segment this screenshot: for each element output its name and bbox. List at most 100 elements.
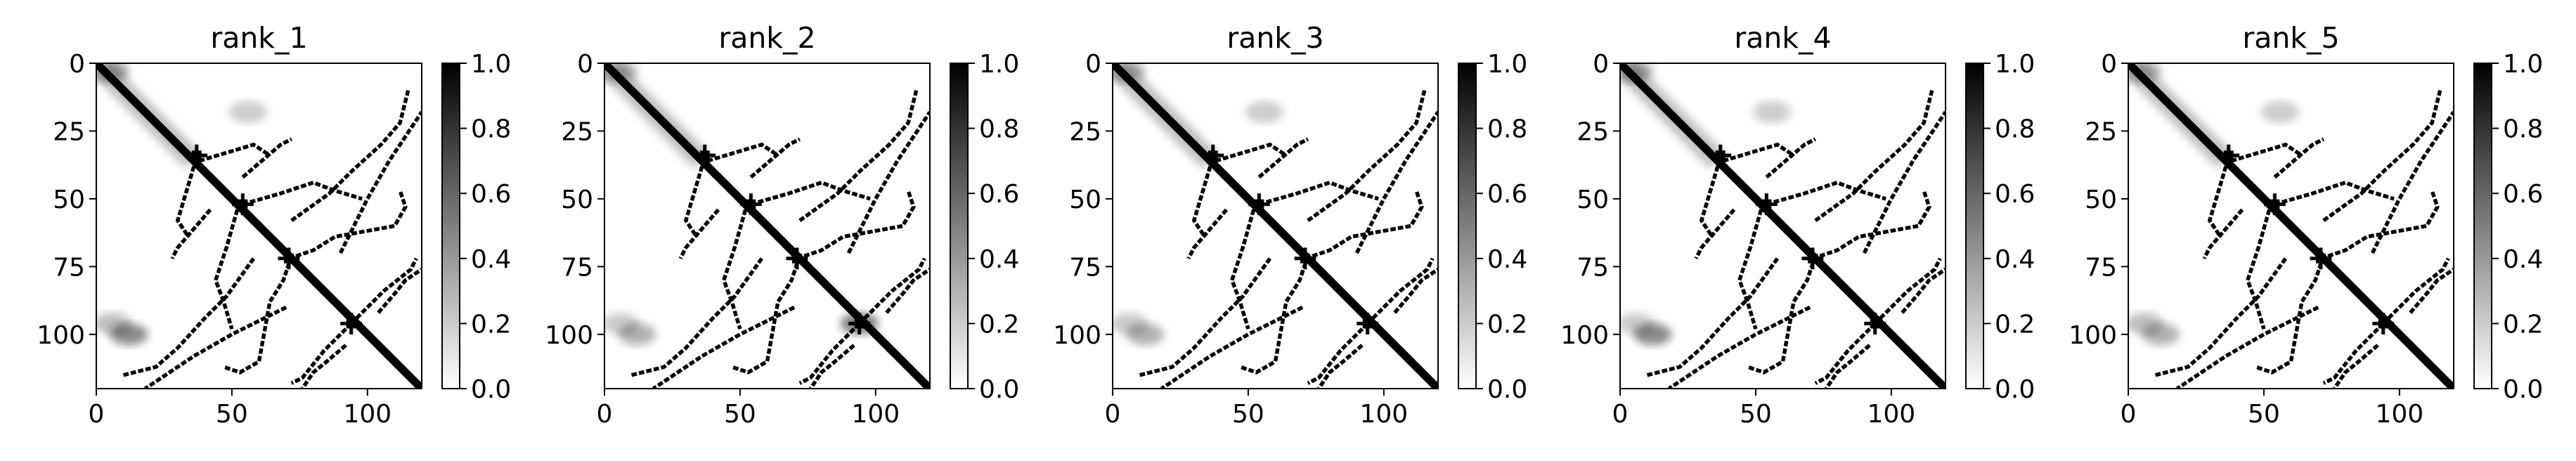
heatmap-cells bbox=[1620, 63, 1946, 389]
heatmap-noise-patch bbox=[618, 323, 656, 346]
contact-arm-mirror bbox=[798, 316, 867, 385]
axes-frame bbox=[1619, 63, 1946, 389]
y-tick-label: 100 bbox=[1053, 321, 1101, 350]
contact-arm-mirror bbox=[1814, 89, 1934, 222]
diagonal-line bbox=[2128, 63, 2454, 389]
colorbar-tick-label: 0.4 bbox=[1995, 245, 2035, 274]
colorbar-tick-label: 0.6 bbox=[471, 180, 511, 209]
contact-arm bbox=[857, 257, 926, 325]
x-tick-label: 50 bbox=[724, 400, 756, 429]
contact-arm bbox=[2230, 142, 2303, 163]
contact-arm-mirror bbox=[1307, 89, 1427, 222]
contact-arm-mirror bbox=[1257, 137, 1309, 179]
contact-arm bbox=[288, 190, 408, 261]
colorbar-tick-label: 0.2 bbox=[1995, 310, 2035, 339]
panels-group: rank_1 0 50 100 0 25 50 75 100 0.0 0.2 0.4 0.6 0.8 1.0… bbox=[37, 21, 2543, 429]
crossing-block bbox=[283, 253, 294, 264]
colorbar-tick-label: 0.4 bbox=[1487, 245, 1527, 274]
y-tick-label: 25 bbox=[1069, 117, 1101, 146]
colorbar bbox=[2473, 63, 2492, 389]
panel-title: rank_2 bbox=[718, 21, 815, 55]
y-tick-label: 25 bbox=[561, 117, 593, 146]
colorbar-tick-label: 1.0 bbox=[1487, 50, 1527, 79]
colorbar bbox=[441, 63, 460, 389]
contact-arm-mirror bbox=[798, 89, 919, 222]
colorbar-tick-label: 0.4 bbox=[979, 245, 1019, 274]
crossing-block bbox=[854, 318, 865, 329]
contact-arm bbox=[1258, 180, 1379, 207]
contact-arm bbox=[1160, 305, 1304, 389]
contact-arm-mirror bbox=[1229, 209, 1256, 330]
diagonal-line bbox=[1113, 63, 1438, 389]
contact-arm bbox=[300, 344, 347, 389]
contact-arm-mirror bbox=[213, 209, 240, 330]
colorbar bbox=[1458, 63, 1477, 389]
x-tick-label: 0 bbox=[1105, 400, 1121, 429]
x-tick-label: 0 bbox=[1612, 400, 1629, 429]
contact-arm bbox=[198, 142, 271, 163]
contact-arm-mirror bbox=[2409, 267, 2454, 314]
x-tick-label: 50 bbox=[2248, 400, 2280, 429]
contact-arm bbox=[349, 257, 418, 325]
y-tick-label: 0 bbox=[2101, 50, 2117, 79]
contact-arm bbox=[122, 257, 255, 377]
colorbar bbox=[1965, 63, 1984, 389]
y-tick-label: 25 bbox=[53, 117, 85, 146]
contact-arm-mirror bbox=[885, 267, 930, 314]
contact-arm bbox=[1316, 344, 1364, 389]
crossing-block bbox=[699, 150, 710, 161]
contact-arm-mirror bbox=[1239, 255, 1310, 375]
heatmap-panel-1: rank_1 0 50 100 0 25 50 75 100 0.0 0.2 0.4 0.6 0.8 1.0 bbox=[37, 21, 511, 429]
heatmap-cells bbox=[604, 63, 930, 389]
contact-arm-mirror bbox=[1814, 316, 1882, 385]
contact-arm-mirror bbox=[1307, 316, 1375, 385]
y-tick-label: 0 bbox=[1593, 50, 1609, 79]
heatmap-cells bbox=[96, 63, 422, 389]
panel-title: rank_3 bbox=[1226, 21, 1323, 55]
colorbar-tick-label: 0.2 bbox=[979, 310, 1019, 339]
y-tick-label: 100 bbox=[1560, 321, 1609, 350]
crossing-block bbox=[791, 253, 802, 264]
crossing-block bbox=[1362, 318, 1373, 329]
x-tick-label: 0 bbox=[89, 400, 105, 429]
contact-arm bbox=[2274, 180, 2395, 207]
contact-arm bbox=[1722, 142, 1795, 163]
crossing-block bbox=[1761, 199, 1772, 209]
colorbar-tick-label: 1.0 bbox=[1995, 50, 2035, 79]
crossing-block bbox=[746, 199, 756, 209]
colorbar-tick-label: 0.2 bbox=[2503, 310, 2543, 339]
crossing-block bbox=[1208, 150, 1218, 161]
crossing-block bbox=[238, 199, 248, 209]
heatmap-noise-patch bbox=[1633, 323, 1672, 346]
y-tick-label: 100 bbox=[545, 321, 593, 350]
contact-arm-mirror bbox=[1354, 110, 1438, 254]
x-tick-label: 50 bbox=[216, 400, 248, 429]
diagonal-line bbox=[604, 63, 930, 389]
y-tick-label: 50 bbox=[1069, 186, 1101, 214]
colorbar-tick-label: 0.6 bbox=[2503, 180, 2543, 209]
contact-arm bbox=[1766, 180, 1886, 207]
contact-arm-mirror bbox=[2245, 209, 2272, 330]
axes-frame bbox=[604, 63, 931, 389]
heatmap-noise-patch bbox=[110, 323, 148, 346]
colorbar-tick-label: 0.2 bbox=[471, 310, 511, 339]
heatmap-panel-3: rank_3 0 50 100 0 25 50 75 100 0.0 0.2 0.4 0.6 0.8 1.0 bbox=[1053, 21, 1527, 429]
heatmap-noise-patch bbox=[1245, 101, 1284, 123]
colorbar-tick-label: 0.0 bbox=[979, 375, 1019, 404]
crossing-block bbox=[346, 318, 356, 329]
contact-arm-mirror bbox=[338, 110, 422, 254]
contact-arm bbox=[2202, 208, 2244, 260]
x-tick-label: 50 bbox=[1740, 400, 1772, 429]
crossing-block bbox=[1715, 150, 1726, 161]
x-tick-label: 100 bbox=[1359, 400, 1408, 429]
y-tick-label: 25 bbox=[1577, 117, 1609, 146]
y-tick-label: 50 bbox=[53, 186, 85, 214]
contact-arm-mirror bbox=[2322, 89, 2442, 222]
crossing-block bbox=[191, 150, 202, 161]
colorbar-tick-label: 0.0 bbox=[2503, 375, 2543, 404]
crossing-block bbox=[1807, 253, 1818, 264]
contact-arm bbox=[1139, 257, 1271, 377]
y-tick-label: 75 bbox=[561, 253, 593, 282]
contact-arm-mirror bbox=[2207, 165, 2228, 238]
contact-arm bbox=[2332, 344, 2379, 389]
